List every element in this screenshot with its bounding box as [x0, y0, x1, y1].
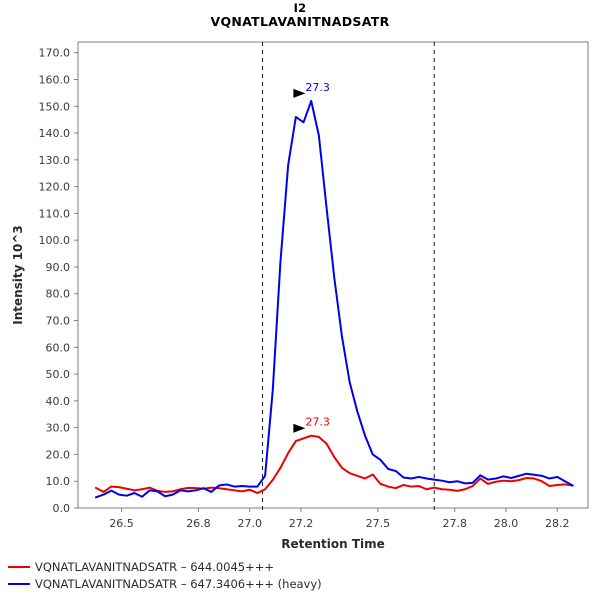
y-tick-label: 140.0 [39, 127, 71, 140]
x-tick-label: 26.8 [186, 517, 211, 530]
y-tick-label: 20.0 [46, 448, 71, 461]
y-tick-label: 150.0 [39, 100, 71, 113]
peak-annotations[interactable]: 27.3 27.3 [293, 81, 330, 433]
x-tick-label: 28.2 [545, 517, 570, 530]
peak-apex-marker[interactable] [293, 423, 306, 433]
y-tick-label: 0.0 [53, 502, 71, 515]
x-tick-label: 27.2 [289, 517, 314, 530]
y-axis-title: Intensity 10^3 [11, 225, 25, 325]
x-axis-ticks: 26.5 26.8 27.0 27.2 27.5 27.8 28.0 28.2 [109, 508, 569, 530]
trace-lines [94, 99, 574, 499]
legend: VQNATLAVANITNADSATR – 644.0045+++ VQNATL… [8, 558, 592, 592]
trace-line [94, 99, 574, 499]
y-tick-label: 10.0 [46, 475, 71, 488]
x-tick-label: 26.5 [109, 517, 134, 530]
x-tick-label: 27.8 [442, 517, 467, 530]
y-tick-label: 100.0 [39, 234, 71, 247]
legend-swatch-heavy [8, 582, 30, 585]
legend-item-heavy[interactable]: VQNATLAVANITNADSATR – 647.3406+++ (heavy… [8, 575, 592, 592]
x-tick-label: 28.0 [494, 517, 519, 530]
trace-line [94, 434, 574, 494]
y-tick-label: 130.0 [39, 154, 71, 167]
x-tick-label: 27.5 [366, 517, 391, 530]
x-tick-label: 27.0 [237, 517, 262, 530]
page-title: I2 [293, 1, 307, 15]
y-tick-label: 110.0 [39, 207, 71, 220]
peptide-sequence-subtitle: VQNATLAVANITNADSATR [210, 14, 390, 30]
legend-label-heavy: VQNATLAVANITNADSATR – 647.3406+++ (heavy… [35, 576, 322, 591]
peak-retention-time-label: 27.3 [305, 81, 330, 94]
y-tick-label: 40.0 [46, 395, 71, 408]
legend-swatch-light [8, 565, 30, 568]
y-tick-label: 30.0 [46, 422, 71, 435]
integration-boundary-lines[interactable] [262, 42, 435, 514]
legend-item-light[interactable]: VQNATLAVANITNADSATR – 644.0045+++ [8, 558, 592, 575]
y-tick-label: 50.0 [46, 368, 71, 381]
y-tick-label: 80.0 [46, 288, 71, 301]
y-tick-label: 170.0 [39, 47, 71, 60]
y-tick-label: 90.0 [46, 261, 71, 274]
x-axis-title: Retention Time [281, 537, 385, 551]
peak-apex-marker[interactable] [293, 88, 306, 98]
title-block: I2 VQNATLAVANITNADSATR [0, 1, 600, 30]
y-tick-label: 70.0 [46, 315, 71, 328]
peak-retention-time-label: 27.3 [305, 416, 330, 429]
y-tick-label: 160.0 [39, 73, 71, 86]
y-axis-ticks: 0.0 10.0 20.0 30.0 40.0 50.0 60.0 70.0 80.0 90.0 1… [39, 47, 78, 515]
y-tick-label: 60.0 [46, 341, 71, 354]
legend-label-light: VQNATLAVANITNADSATR – 644.0045+++ [35, 559, 275, 574]
y-tick-label: 120.0 [39, 181, 71, 194]
